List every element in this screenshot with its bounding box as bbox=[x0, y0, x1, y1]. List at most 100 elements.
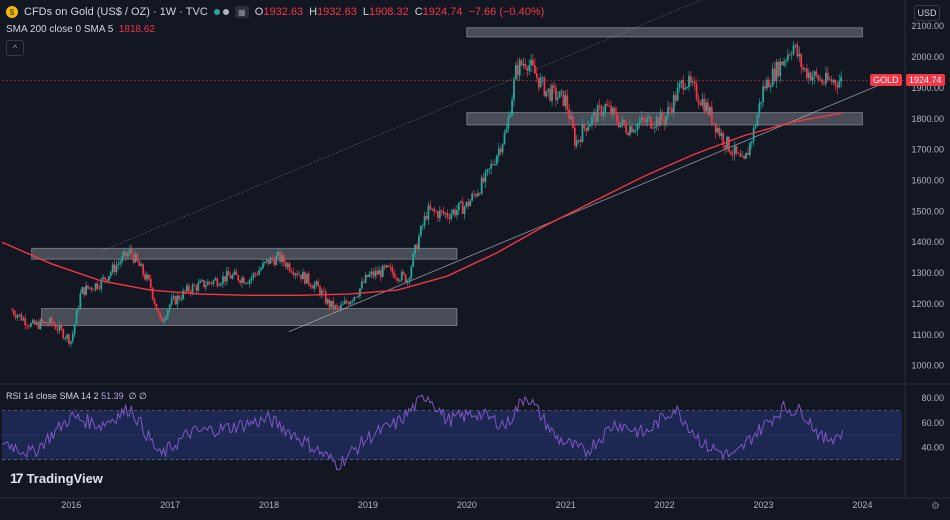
candle-body bbox=[766, 79, 768, 89]
candle-body bbox=[554, 87, 557, 100]
time-axis-label: 2021 bbox=[556, 500, 576, 510]
candle-body bbox=[191, 284, 194, 293]
channel-lower-line bbox=[288, 75, 903, 333]
candle-body bbox=[484, 171, 487, 183]
candle-body bbox=[322, 290, 325, 292]
candle-body bbox=[562, 90, 565, 106]
candle-body bbox=[334, 305, 337, 310]
candle-body bbox=[26, 325, 29, 327]
candle-body bbox=[271, 257, 274, 260]
candle-body bbox=[201, 280, 203, 282]
candle-body bbox=[144, 274, 146, 280]
candle-body bbox=[492, 163, 494, 165]
time-axis-label: 2022 bbox=[655, 500, 675, 510]
candle-body bbox=[421, 225, 424, 227]
candle-body bbox=[583, 124, 586, 128]
candle-body bbox=[121, 255, 124, 263]
candle-body bbox=[281, 254, 283, 262]
candle-body bbox=[516, 64, 519, 76]
candle-body bbox=[96, 283, 99, 289]
candle-body bbox=[482, 177, 485, 183]
candle-body bbox=[330, 300, 333, 308]
candle-body bbox=[806, 68, 808, 79]
candle-body bbox=[267, 259, 270, 264]
symbol-title[interactable]: CFDs on Gold (US$ / OZ) · 1W · TVC bbox=[24, 6, 208, 18]
candle-body bbox=[707, 102, 709, 115]
candle-body bbox=[509, 115, 512, 118]
chart-type-icon[interactable]: ▦ bbox=[234, 6, 249, 18]
candle-body bbox=[303, 271, 306, 284]
candle-body bbox=[669, 107, 671, 109]
candle-body bbox=[279, 252, 281, 262]
candles-group bbox=[10, 40, 843, 348]
candle-body bbox=[393, 272, 396, 278]
candle-body bbox=[568, 109, 571, 120]
candle-body bbox=[750, 141, 753, 143]
candle-body bbox=[497, 148, 500, 156]
candle-body bbox=[66, 334, 68, 339]
sma-legend[interactable]: SMA 200 close 0 SMA 5 1818.62 bbox=[6, 24, 155, 35]
collapse-legend-icon[interactable]: ^ bbox=[6, 40, 24, 56]
candle-body bbox=[233, 271, 236, 276]
candle-body bbox=[85, 285, 87, 295]
candle-body bbox=[695, 83, 698, 100]
candle-body bbox=[758, 103, 761, 115]
settings-icon[interactable]: ⚙ bbox=[931, 501, 940, 512]
candle-body bbox=[767, 79, 770, 88]
candle-body bbox=[454, 209, 456, 216]
candle-body bbox=[178, 295, 181, 300]
candle-body bbox=[507, 117, 510, 129]
candle-body bbox=[16, 315, 19, 318]
candle-body bbox=[463, 206, 466, 214]
candle-body bbox=[570, 116, 572, 120]
candle-body bbox=[311, 286, 314, 289]
candle-body bbox=[802, 67, 804, 70]
candle-body bbox=[294, 273, 297, 275]
candle-body bbox=[174, 296, 177, 305]
tradingview-logo-icon: 17 bbox=[10, 470, 24, 486]
rsi-legend[interactable]: RSI 14 close SMA 14 2 51.39 ∅ ∅ bbox=[6, 391, 147, 402]
candle-body bbox=[224, 276, 226, 282]
candle-body bbox=[225, 271, 228, 282]
candle-body bbox=[410, 266, 413, 279]
candle-body bbox=[142, 264, 145, 275]
candle-body bbox=[591, 115, 593, 125]
price-axis-label: 1600.00 bbox=[911, 175, 944, 185]
candle-body bbox=[83, 287, 86, 295]
candle-body bbox=[102, 277, 105, 280]
candle-body bbox=[712, 122, 715, 124]
price-axis-label: 1300.00 bbox=[911, 268, 944, 278]
candle-body bbox=[52, 322, 55, 326]
candle-body bbox=[572, 116, 574, 128]
candle-body bbox=[522, 63, 525, 66]
candle-body bbox=[743, 155, 746, 159]
candle-body bbox=[130, 249, 133, 255]
candle-body bbox=[208, 281, 211, 283]
candle-body bbox=[632, 130, 635, 133]
candle-body bbox=[790, 54, 793, 56]
candle-body bbox=[596, 105, 599, 122]
candle-body bbox=[45, 321, 48, 324]
candle-body bbox=[748, 142, 751, 156]
candle-body bbox=[332, 300, 335, 310]
candle-body bbox=[689, 75, 692, 83]
candle-body bbox=[366, 274, 369, 277]
candle-body bbox=[385, 265, 388, 268]
currency-button[interactable]: USD bbox=[914, 5, 940, 21]
rsi-axis-label: 40.00 bbox=[921, 442, 944, 452]
candle-body bbox=[307, 273, 310, 285]
price-change: −7.66 (−0.40%) bbox=[468, 6, 545, 18]
tradingview-logo[interactable]: 17 TradingView bbox=[10, 470, 103, 486]
rsi-line bbox=[1, 394, 844, 471]
candle-body bbox=[398, 280, 401, 282]
candle-body bbox=[473, 193, 475, 195]
candle-body bbox=[433, 208, 436, 212]
candle-body bbox=[741, 155, 744, 157]
candle-body bbox=[714, 122, 717, 133]
candle-body bbox=[204, 285, 207, 288]
candle-body bbox=[737, 153, 740, 154]
candle-body bbox=[12, 310, 15, 315]
candle-body bbox=[838, 81, 841, 88]
